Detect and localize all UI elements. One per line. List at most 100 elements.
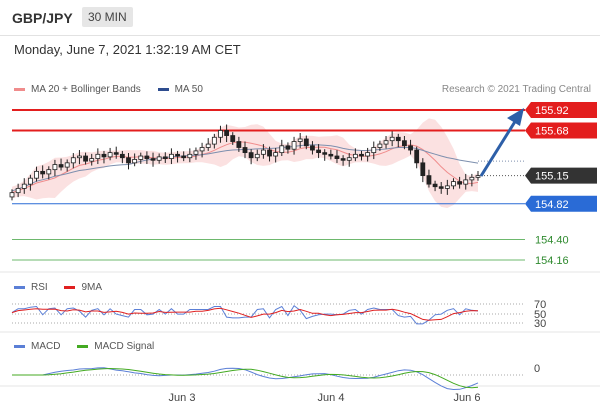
ma50-swatch-icon (157, 87, 169, 91)
candle-body (352, 153, 358, 159)
candle-body (371, 147, 377, 154)
timeframe-button[interactable]: 30 MIN (82, 7, 133, 27)
candle-body (187, 153, 193, 159)
legend-9ma: 9MA (64, 282, 102, 293)
candle-body (310, 145, 315, 151)
legend-bollinger: MA 20 + Bollinger Bands (14, 84, 141, 95)
candle-body (119, 153, 125, 159)
price-label-0: 155.92 (535, 105, 569, 117)
candle-body (297, 138, 303, 142)
price-tag-0 (525, 102, 597, 118)
x-label-jun4: Jun 4 (318, 392, 345, 404)
main-legend: MA 20 + Bollinger Bands MA 50 (14, 84, 203, 95)
candle-body (21, 183, 27, 189)
credit-text: Research © 2021 Trading Central (441, 84, 591, 95)
candle-body (383, 140, 389, 145)
candle-body (95, 153, 101, 159)
bollinger-band-area (12, 118, 478, 208)
legend-ma50: MA 50 (157, 84, 203, 95)
candle-body (457, 181, 463, 185)
candle-body (260, 149, 266, 155)
candle-body (273, 152, 279, 157)
candle-body (420, 162, 426, 177)
candle-body (463, 179, 469, 185)
candle-body (365, 152, 371, 157)
rsi-legend: RSI 9MA (14, 282, 102, 293)
candle-body (64, 162, 70, 168)
price-tag-2 (525, 167, 597, 184)
price-label-2: 155.15 (535, 171, 569, 183)
price-label-4: 154.40 (535, 235, 569, 247)
candle-body (211, 136, 217, 145)
candle-body (242, 147, 248, 154)
candle-body (126, 157, 131, 164)
candle-body (426, 175, 432, 185)
candle-body (224, 130, 230, 136)
rsi-line (11, 304, 479, 325)
candle-body (402, 140, 407, 147)
candle-body (432, 183, 438, 188)
candle-body (132, 159, 138, 164)
candle-body (101, 153, 107, 158)
x-label-jun6: Jun 6 (454, 392, 481, 404)
timestamp: Monday, June 7, 2021 1:32:19 AM CET (14, 42, 241, 57)
candle-body (169, 153, 174, 159)
candle-body (340, 158, 346, 161)
candle-body (475, 175, 481, 178)
candle-body (113, 152, 119, 155)
price-levels: 155.92 155.68 155.15 154.82 154.40 154.16 (12, 102, 597, 267)
9ma-swatch-icon (64, 285, 76, 289)
candle-body (40, 170, 46, 175)
candle-body (328, 153, 334, 157)
symbol-label: GBP/JPY (12, 10, 73, 26)
candle-body (77, 155, 82, 159)
candle-body (279, 145, 285, 154)
candle-body (254, 153, 260, 159)
candle-body (27, 177, 33, 185)
candle-body (58, 164, 64, 168)
candle-body (395, 136, 401, 142)
price-label-3: 154.82 (535, 199, 569, 211)
price-label-1: 155.68 (535, 125, 569, 137)
candle-body (359, 153, 364, 157)
x-label-jun3: Jun 3 (169, 392, 196, 404)
candle-body (389, 136, 395, 142)
candle-body (230, 135, 236, 142)
candle-body (199, 147, 205, 152)
rsi-level-70-label: 70 (534, 299, 546, 311)
candle-body (34, 170, 39, 179)
candle-body (408, 145, 413, 151)
price-label-5: 154.16 (535, 255, 569, 267)
candle-body (181, 155, 187, 159)
macd-signal-line (12, 367, 479, 389)
price-tag-3 (525, 195, 597, 212)
candle-body (15, 188, 21, 194)
chart-header: GBP/JPY 30 MIN (0, 0, 600, 36)
candle-body (175, 153, 180, 157)
candle-body (303, 138, 309, 147)
candle-body (162, 156, 168, 159)
candle-body (236, 141, 242, 148)
candle-body (52, 164, 58, 171)
candle-body (138, 155, 144, 160)
macd-swatch-icon (14, 344, 25, 348)
macd-signal-swatch-icon (77, 344, 89, 348)
candle-body (322, 152, 328, 155)
price-tag-1 (525, 122, 597, 139)
candle-body (451, 181, 456, 187)
candle-body (205, 143, 211, 148)
candle-body (334, 155, 340, 159)
candle-body (150, 158, 156, 161)
candle-body (144, 155, 150, 159)
rsi-swatch-icon (14, 285, 25, 289)
candle-body (444, 185, 450, 189)
candle-body (9, 192, 15, 198)
candle-body (414, 149, 420, 164)
macd-level-0-label: 0 (534, 363, 540, 375)
candle-body (218, 130, 223, 138)
candle-body (285, 145, 291, 150)
rsi-level-50-label: 50 (534, 309, 546, 321)
candle-body (193, 150, 199, 155)
legend-macd-signal: MACD Signal (77, 341, 154, 352)
